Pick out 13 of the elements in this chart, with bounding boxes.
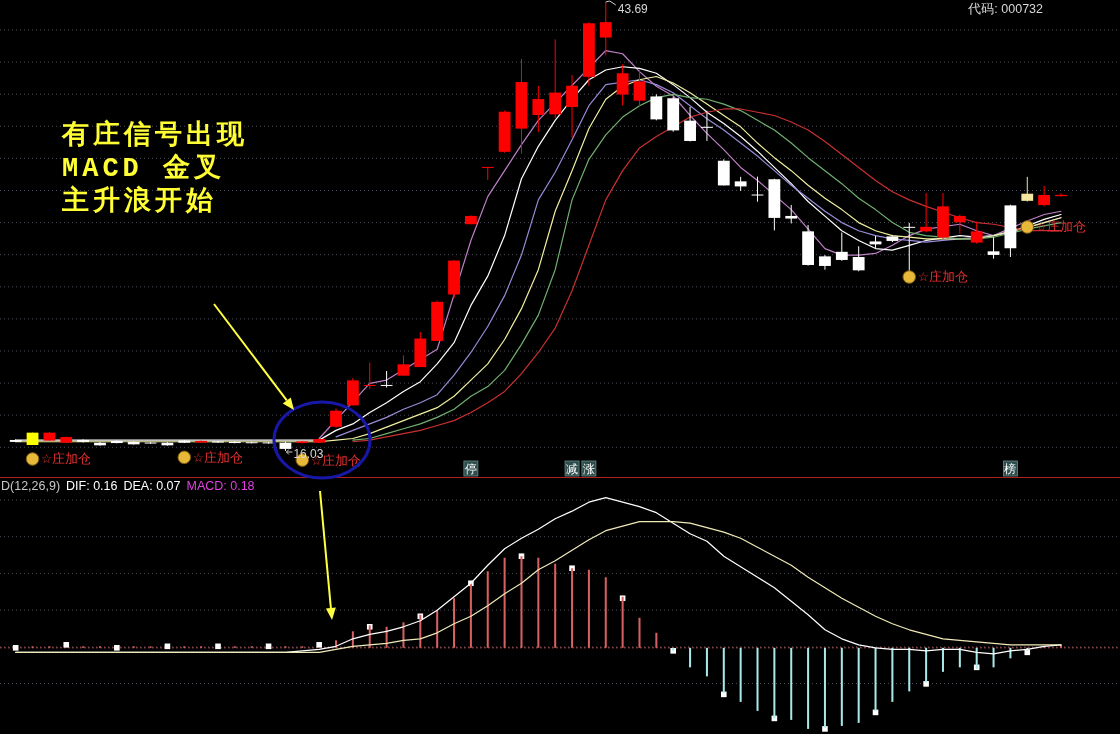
category-label: 减	[564, 460, 580, 477]
annotation: MACD 金叉	[62, 154, 225, 184]
value-label: ☆庄加仓	[192, 450, 243, 465]
annotation: 主升浪开始	[62, 187, 217, 217]
annotation: 43.69	[617, 1, 649, 16]
annotation: 43.69	[605, 0, 648, 16]
value-label: ☆庄加仓	[917, 270, 968, 285]
annotation: 有庄信号出现	[62, 121, 248, 151]
subtitle: 代码: 000732	[968, 2, 1043, 16]
category-label: 停	[463, 460, 479, 477]
category-label: 涨	[581, 460, 597, 477]
value-label: ☆庄加仓	[41, 452, 92, 467]
category-label: 榜	[1003, 460, 1018, 477]
